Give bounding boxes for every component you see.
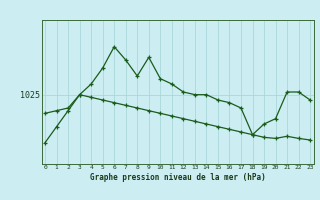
X-axis label: Graphe pression niveau de la mer (hPa): Graphe pression niveau de la mer (hPa) <box>90 173 266 182</box>
